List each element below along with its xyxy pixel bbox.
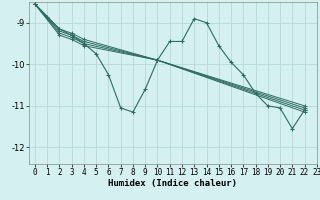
X-axis label: Humidex (Indice chaleur): Humidex (Indice chaleur)	[108, 179, 237, 188]
